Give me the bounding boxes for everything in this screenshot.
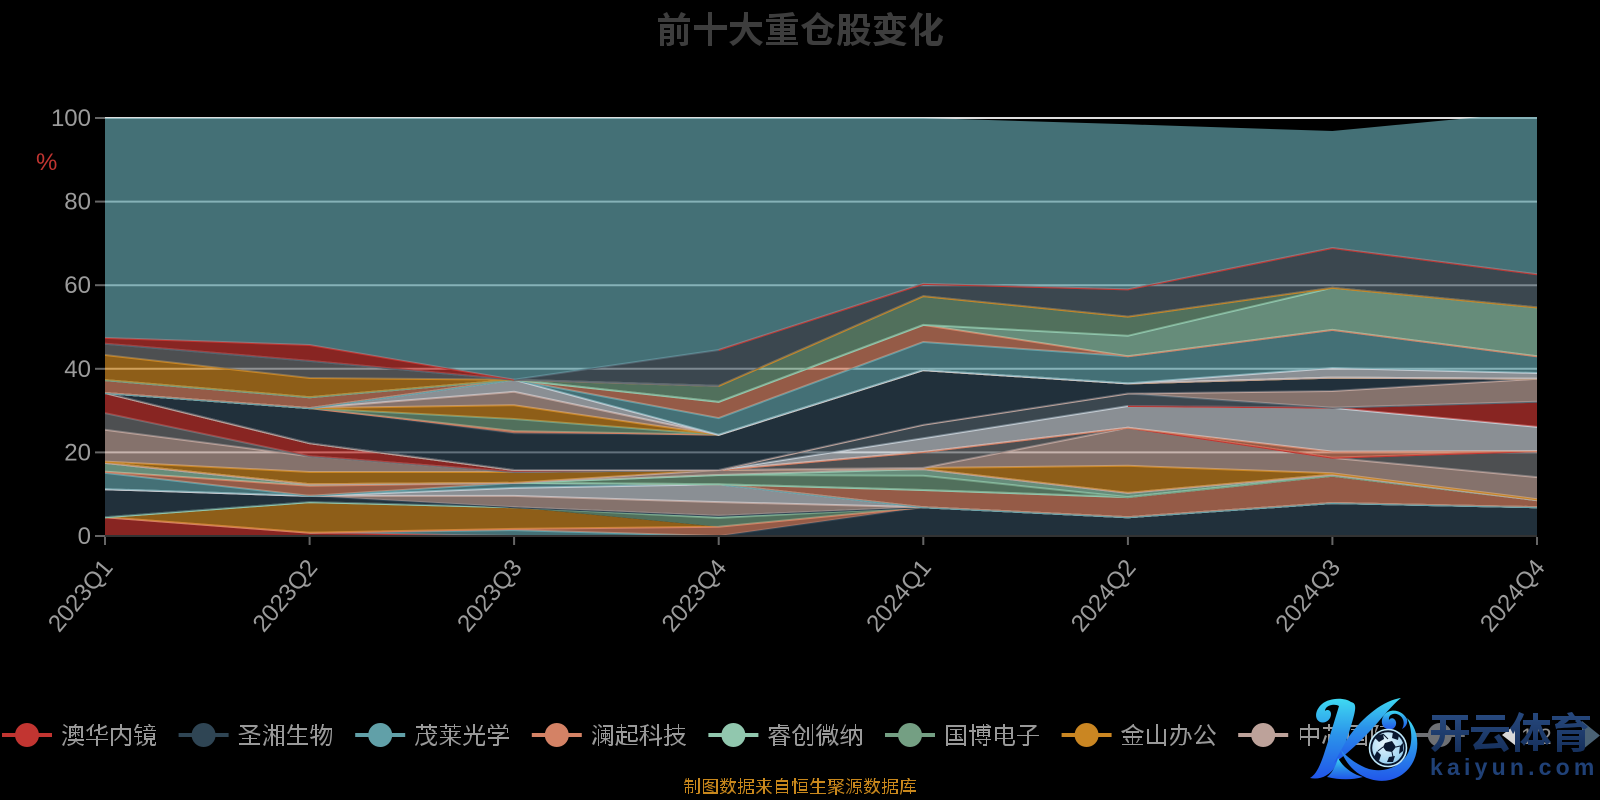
svg-text:20: 20 — [64, 439, 91, 466]
svg-text:%: % — [36, 149, 57, 176]
svg-text:kaiyun.com: kaiyun.com — [1430, 754, 1599, 780]
svg-text:60: 60 — [64, 272, 91, 299]
svg-text:0: 0 — [78, 523, 91, 550]
svg-text:40: 40 — [64, 356, 91, 383]
svg-text:100: 100 — [51, 105, 91, 132]
svg-text:80: 80 — [64, 189, 91, 216]
